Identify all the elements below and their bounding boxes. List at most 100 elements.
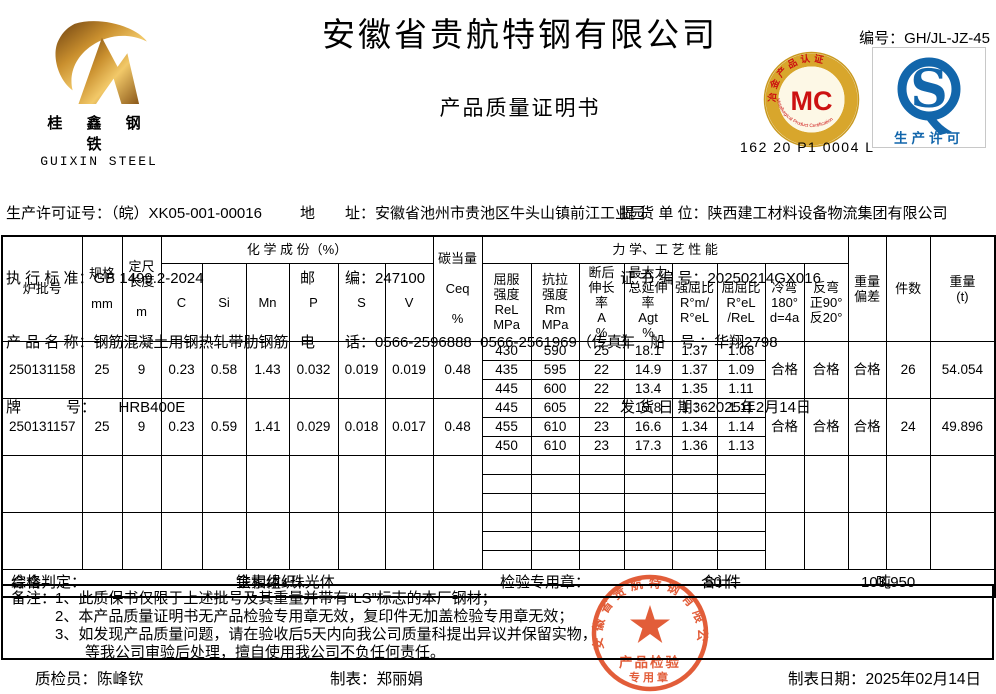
table-row: 250131157 25 9 0.23 0.59 1.41 0.029 0.01… [1,397,996,456]
document-number-label: 编号： [859,30,905,47]
tabulator-line: 制表：郑丽娟 [330,667,423,689]
cell-agt: 19.8 [623,397,673,418]
col-header-batch: 炉批号 [1,235,83,342]
col-header-reverse-bend: 反弯 正90° 反20° [803,262,849,342]
col-header-spec: 规格 mm [81,235,123,342]
cell-cold-bend: 合格 [764,397,805,456]
cell-rm: 590 [530,340,580,361]
cell-ratio1: 1.37 [671,340,718,361]
total-pieces-value: 50 件 [705,574,742,591]
cell-length: 9 [121,340,162,399]
company-name: 安徽省贵航特钢有限公司 [322,18,718,54]
cell-rm: 610 [530,435,580,456]
table-date-line: 制表日期：2025年02月14日 [788,667,981,689]
logo-name-cn: 桂 鑫 钢 铁 [47,115,151,153]
structure-value: 铁素体+珠光体 [236,574,335,591]
cell-spec: 25 [81,340,123,399]
total-weight-value: 103.950 [861,574,916,591]
stamp-line2: 专用章 [629,670,671,684]
cell-agt: 14.9 [623,359,673,380]
cell-pieces: 26 [885,340,931,399]
cell-mn: 1.41 [245,397,290,456]
cell-a: 22 [578,378,625,399]
cell-reverse-bend: 合格 [803,340,849,399]
cell-si: 0.58 [201,340,247,399]
cell-ratio1: 1.35 [671,378,718,399]
col-header-ratio2: 屈屈比 R°eL /ReL [716,262,766,342]
cell-rm: 610 [530,416,580,437]
remark-line-2: 2、本产品质量证明书无产品检验专用章无效，复印件无加盖检验专用章无效； [55,608,574,625]
cell-s: 0.019 [337,340,386,399]
cell-rel: 445 [481,397,532,418]
document-number-value: GH/JL-JZ-45 [904,30,990,47]
col-header-rel: 屈服 强度 ReL MPa [481,262,532,342]
col-header-ratio1: 强屈比 R°m/ R°eL [671,262,718,342]
cell-length: 9 [121,397,162,456]
col-header-length: 定尺 长度 m [121,235,162,342]
cell-weight-dev: 合格 [847,397,887,456]
cell-agt: 13.4 [623,378,673,399]
table-subrow-empty [2,530,995,551]
cell-reverse-bend: 合格 [803,397,849,456]
logo-swoosh [55,21,147,91]
cell-rel: 430 [481,340,532,361]
license-no-value: （皖）XK05-001-00016 [111,205,262,222]
col-header-a: 断后 伸长 率 A % [578,262,625,342]
overall-verdict-value: 合格 [11,574,42,591]
cell-a: 23 [578,435,625,456]
address-value: 安徽省池州市贵池区牛头山镇前江工业园 [375,205,646,222]
table-date-value: 2025年02月14日 [865,671,981,688]
mc-certificate-code: 162 20 P1 0004 L [740,139,875,155]
cell-ratio2: 1.08 [716,340,766,361]
table-row-empty [1,454,996,513]
cell-weight: 49.896 [929,397,996,456]
cell-s: 0.018 [337,397,386,456]
col-header-cold-bend: 冷弯 180° d=4a [764,262,805,342]
col-header-mn: Mn [245,262,290,342]
tabulator-name: 郑丽娟 [376,671,424,688]
cell-c: 0.23 [160,340,203,399]
cell-ratio2: 1.09 [716,359,766,380]
license-no-line: 生产许可证号：（皖）XK05-001-00016 [6,203,289,225]
cell-ratio2: 1.11 [716,397,766,418]
guixin-logo-icon [55,21,147,105]
cell-weight: 54.054 [929,340,996,399]
cell-rel: 450 [481,435,532,456]
total-weight: 103.950 吨 [861,570,915,595]
summary-content: 综合判定： 合格 金相组织： 铁素体+珠光体 检验专用章： 合计： 50 件 103… [3,570,994,595]
table-row: 250131158 25 9 0.23 0.58 1.43 0.032 0.01… [1,340,996,399]
consignee-line: 提 货 单 位：陕西建工材料设备物流集团有限公司 [620,203,948,225]
col-header-p: P [288,262,339,342]
cell-ratio2: 1.11 [716,378,766,399]
inspector-line: 质检员：陈峰钦 [35,667,144,689]
cell-p: 0.032 [288,340,339,399]
structure-label: 金相组织： [236,574,312,591]
cell-agt: 16.6 [623,416,673,437]
cell-ratio2: 1.13 [716,435,766,456]
summary-row: 综合判定： 合格 金相组织： 铁素体+珠光体 检验专用章： 合计： 50 件 103… [1,568,996,597]
cell-spec: 25 [81,397,123,456]
cell-batch: 250131157 [1,397,83,456]
col-header-pieces: 件数 [885,235,931,342]
qs-license-mark: S 生产许可 [872,47,986,153]
cell-rel: 455 [481,416,532,437]
inspection-seal-label: 检验专用章： [500,574,591,591]
address-line: 地 址：安徽省池州市贵池区牛头山镇前江工业园 [300,203,645,225]
remark-line-4: 等我公司审验后处理，擅自使用我公司不负任何责任。 [85,644,446,661]
cell-ratio1: 1.34 [671,416,718,437]
cell-v: 0.017 [384,397,434,456]
cell-a: 23 [578,416,625,437]
cell-batch: 250131158 [1,340,83,399]
cell-agt: 18.1 [623,340,673,361]
col-header-s: S [337,262,386,342]
cell-mn: 1.43 [245,340,290,399]
cell-p: 0.029 [288,397,339,456]
cell-agt: 17.3 [623,435,673,456]
cell-a: 25 [578,340,625,361]
inspector-label: 质检员： [35,671,98,688]
cell-rm: 600 [530,378,580,399]
table-subrow-empty [2,549,995,570]
cell-ceq: 0.48 [432,340,483,399]
consignee-value: 陕西建工材料设备物流集团有限公司 [707,205,948,222]
